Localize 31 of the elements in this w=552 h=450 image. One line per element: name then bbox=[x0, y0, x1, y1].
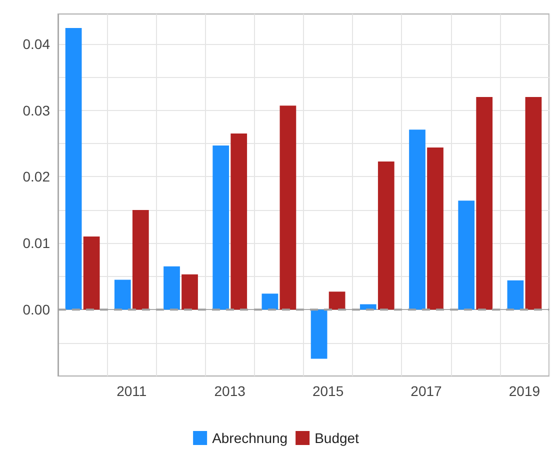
bar bbox=[458, 200, 475, 310]
bar bbox=[212, 146, 230, 310]
y-tick-label: 0.01 bbox=[22, 235, 50, 252]
bar bbox=[262, 294, 278, 310]
bar bbox=[427, 148, 444, 310]
bar bbox=[164, 266, 180, 310]
y-tick-label: 0.00 bbox=[22, 302, 50, 318]
bar bbox=[328, 292, 346, 310]
y-tick-label: 0.03 bbox=[22, 102, 50, 118]
x-tick-label: 2015 bbox=[312, 383, 344, 399]
x-tick-label: 2019 bbox=[508, 383, 540, 399]
bar bbox=[280, 106, 296, 310]
y-tick-label: 0.02 bbox=[22, 168, 50, 185]
bar bbox=[132, 210, 149, 310]
bar bbox=[310, 310, 328, 359]
bar bbox=[378, 161, 394, 310]
x-tick-label: 2011 bbox=[116, 383, 147, 399]
bar bbox=[83, 236, 100, 310]
bar bbox=[65, 28, 82, 310]
bar bbox=[507, 280, 524, 310]
bar bbox=[114, 280, 131, 310]
bar bbox=[476, 97, 493, 310]
legend-label: Abrechnung bbox=[212, 430, 288, 446]
y-tick-label: 0.04 bbox=[22, 36, 50, 52]
x-tick-label: 2013 bbox=[214, 383, 246, 399]
legend-label: Budget bbox=[314, 430, 360, 446]
bar bbox=[409, 130, 426, 310]
bar bbox=[230, 134, 248, 310]
x-tick-label: 2017 bbox=[410, 383, 442, 399]
bar bbox=[182, 274, 198, 310]
bar bbox=[525, 97, 542, 310]
